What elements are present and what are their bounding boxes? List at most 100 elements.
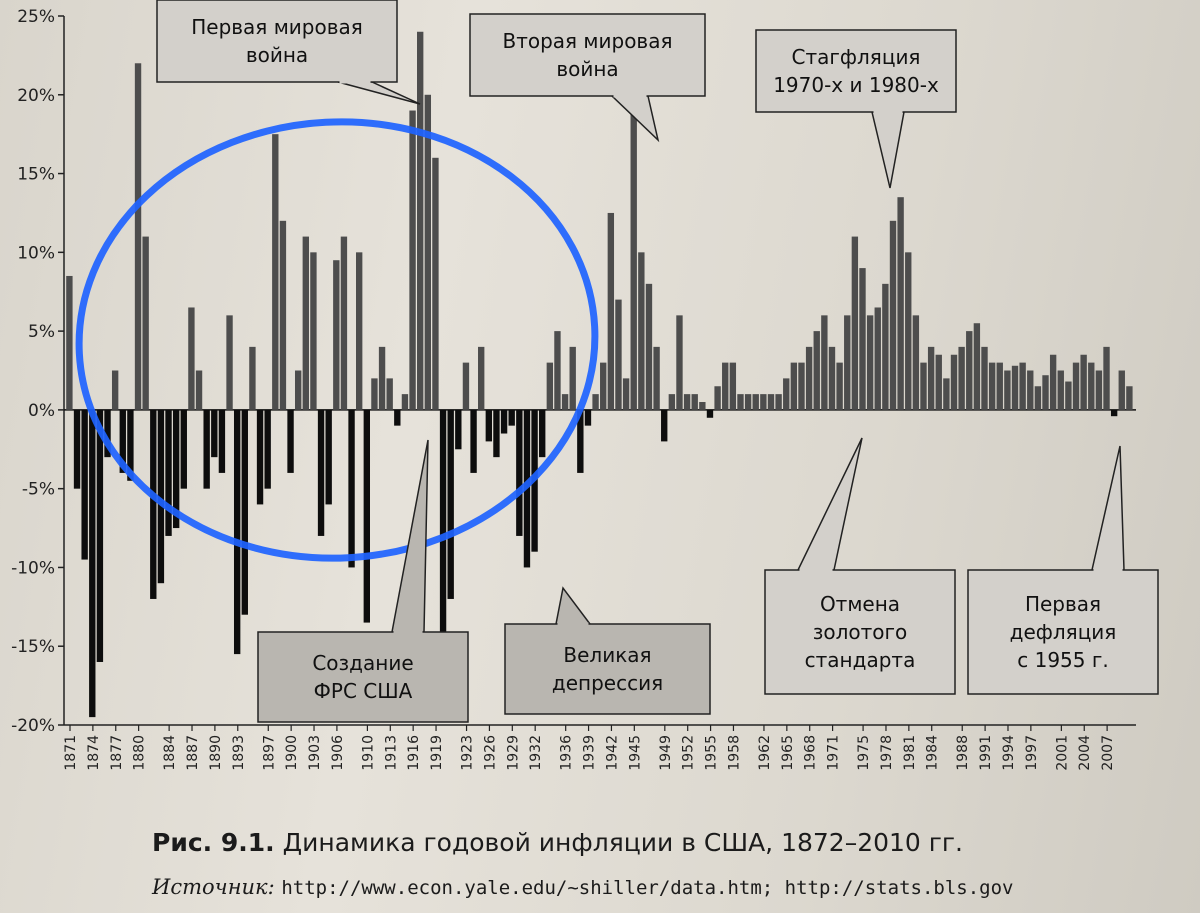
- bar: [1065, 381, 1072, 410]
- bar: [111, 370, 119, 410]
- bar: [897, 197, 904, 410]
- bar: [813, 331, 820, 410]
- bar: [104, 409, 111, 458]
- bar: [172, 409, 180, 529]
- x-tick-label: 1997: [1024, 735, 1040, 771]
- bar: [790, 362, 798, 410]
- bar: [661, 409, 668, 442]
- bar: [150, 409, 157, 599]
- bar: [592, 394, 599, 410]
- bar: [645, 283, 653, 410]
- x-tick-label: 2001: [1054, 735, 1070, 771]
- bar: [935, 354, 942, 410]
- x-tick-label: 1932: [528, 735, 544, 771]
- x-tick-label: 1900: [284, 735, 300, 771]
- bar: [371, 378, 378, 410]
- bar: [966, 331, 973, 410]
- x-tick-label: 1910: [360, 735, 376, 771]
- bar: [1126, 386, 1133, 410]
- bar: [561, 394, 569, 410]
- figure-label: Рис. 9.1.: [152, 828, 275, 857]
- callout-box: [156, 0, 398, 83]
- y-tick-label: -5%: [22, 480, 55, 500]
- bar: [1042, 375, 1049, 410]
- x-tick-label: 1906: [330, 735, 346, 771]
- bar: [287, 409, 294, 473]
- x-axis: 1871 1874 1877 1880 1884 1887 1890 1893 1897 1900…: [63, 724, 1136, 771]
- y-tick-label: -15%: [11, 637, 55, 657]
- y-tick-label: 15%: [17, 165, 55, 185]
- bar: [157, 409, 165, 584]
- bar: [844, 315, 851, 410]
- callout-pointer: [796, 437, 863, 571]
- bar: [752, 394, 759, 410]
- bar: [676, 315, 683, 410]
- x-tick-label: 2007: [1100, 735, 1116, 771]
- bar: [203, 409, 210, 489]
- figure-caption: Рис. 9.1. Динамика годовой инфляции в СШ…: [152, 828, 1152, 857]
- bar: [81, 409, 88, 560]
- callout-text: Отмена золотого стандарта: [805, 592, 916, 672]
- bar: [1004, 370, 1011, 410]
- x-tick-label: 1877: [109, 735, 125, 771]
- y-tick-label: -10%: [11, 558, 55, 578]
- callout-box: [469, 13, 706, 97]
- bar: [630, 110, 637, 410]
- x-tick-label: 1929: [505, 735, 521, 771]
- x-tick-label: 1975: [856, 735, 872, 771]
- callout-pointer: [1091, 445, 1125, 571]
- bar: [394, 409, 401, 426]
- callout-box: [764, 569, 956, 695]
- y-tick-label: 10%: [17, 243, 55, 263]
- x-tick-label: 1988: [955, 735, 971, 771]
- bar: [554, 331, 561, 410]
- bar: [462, 362, 470, 410]
- inflation-chart: 25% 20% 15% 10% 5% 0% -5% -10% -15% -20% 1871 1874…: [11, 0, 1159, 771]
- bar: [325, 409, 332, 505]
- bar: [119, 409, 126, 473]
- bar: [470, 409, 477, 473]
- callout-deflation: Первая дефляция с 1955 г.: [967, 445, 1159, 695]
- callout-text: Великая депрессия: [552, 643, 663, 695]
- bar: [1110, 409, 1118, 417]
- callout-pointer: [337, 81, 421, 105]
- bar: [447, 409, 454, 599]
- x-tick-label: 1971: [826, 735, 842, 771]
- bar: [279, 220, 287, 410]
- bar: [828, 346, 836, 410]
- callout-stagflation: Стагфляция 1970-х и 1980-х: [755, 29, 957, 189]
- callout-pointer: [871, 111, 905, 189]
- bar: [478, 346, 485, 410]
- x-tick-label: 1913: [383, 735, 399, 771]
- bar: [249, 346, 256, 410]
- bar: [805, 346, 813, 410]
- bar: [729, 362, 737, 410]
- bar: [355, 252, 363, 410]
- bar: [1034, 386, 1042, 410]
- bar: [539, 409, 546, 458]
- x-tick-label: 1965: [780, 735, 796, 771]
- callout-text: Первая дефляция с 1955 г.: [1010, 592, 1117, 672]
- bar: [272, 134, 279, 410]
- bar: [569, 346, 576, 410]
- bar: [920, 362, 927, 410]
- source-line: Источник: http://www.econ.yale.edu/~shil…: [152, 875, 1192, 899]
- bar: [783, 378, 790, 410]
- bar: [348, 409, 355, 568]
- bar: [699, 402, 706, 410]
- x-tick-label: 2004: [1077, 735, 1093, 771]
- bar: [455, 409, 462, 450]
- bar: [188, 307, 195, 410]
- y-axis: 25% 20% 15% 10% 5% 0% -5% -10% -15% -20%: [11, 7, 1136, 736]
- y-tick-label: 25%: [17, 7, 55, 27]
- bar: [1088, 362, 1095, 410]
- bar: [1049, 354, 1057, 410]
- bar: [294, 370, 302, 410]
- bar: [363, 409, 370, 623]
- bar: [424, 94, 432, 410]
- x-tick-label: 1887: [185, 735, 201, 771]
- bar: [66, 275, 73, 410]
- x-tick-label: 1919: [429, 735, 445, 771]
- bar: [516, 409, 523, 536]
- bar: [615, 299, 622, 410]
